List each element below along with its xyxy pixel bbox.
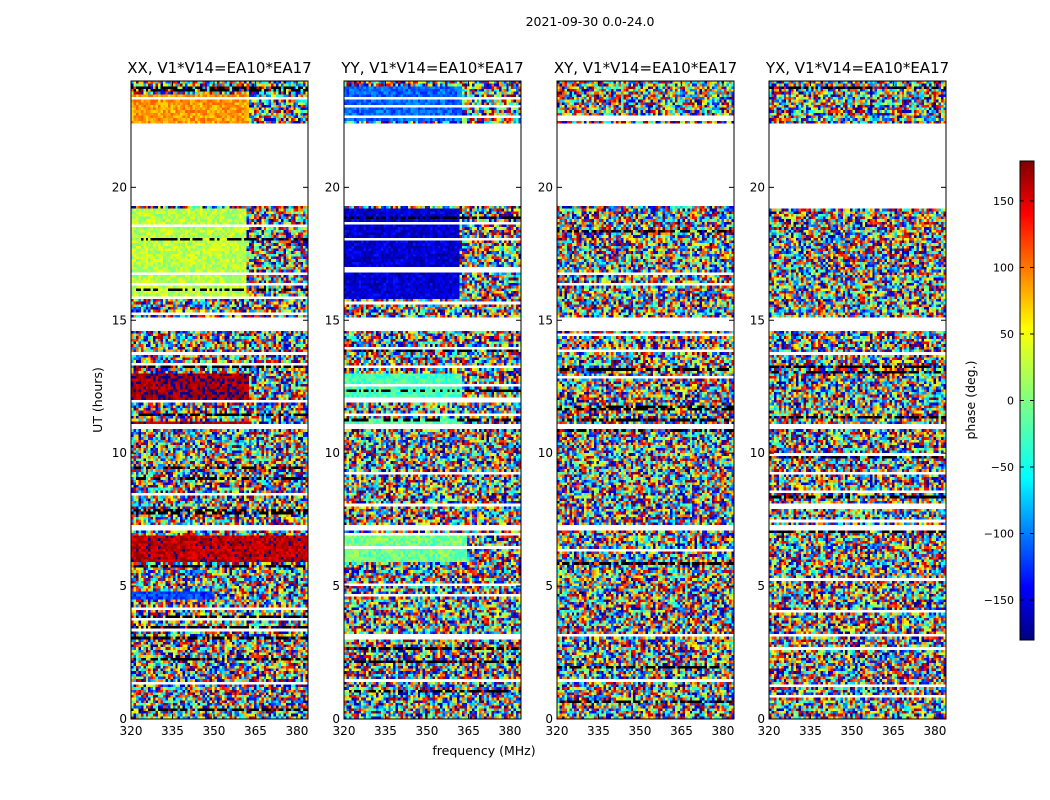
panel-3: XY, V1*V14=EA10*EA17 320 335 350 365 380 0 5 10 1… bbox=[538, 59, 737, 738]
x-tick-label: 335 bbox=[587, 724, 610, 738]
y-tick-label: 5 bbox=[545, 579, 553, 593]
colorbar-tick-label: 150 bbox=[993, 195, 1014, 208]
y-tick-label: 20 bbox=[750, 180, 765, 194]
colorbar-ticks: 150 100 50 0 −50 −100 −150 bbox=[984, 195, 1034, 607]
panel-title: XX, V1*V14=EA10*EA17 bbox=[127, 59, 311, 77]
x-tick-label: 365 bbox=[244, 724, 267, 738]
colorbar: 150 100 50 0 −50 −100 −150 phase (deg.) bbox=[963, 160, 1035, 641]
x-tick-label: 350 bbox=[629, 724, 652, 738]
y-tick-label: 20 bbox=[112, 180, 127, 194]
plot-frame bbox=[768, 80, 947, 720]
x-tick-label: 380 bbox=[285, 724, 308, 738]
y-tick-label: 15 bbox=[538, 313, 553, 327]
y-tick-label: 15 bbox=[325, 313, 340, 327]
y-axis-label: UT (hours) bbox=[90, 367, 105, 433]
panels: XX, V1*V14=EA10*EA17 320 335 350 365 380 0 5 10 1… bbox=[112, 59, 949, 738]
y-tick-label: 10 bbox=[750, 446, 765, 460]
x-tick-label: 350 bbox=[203, 724, 226, 738]
phase-heatmap bbox=[344, 81, 521, 719]
y-tick-label: 10 bbox=[538, 446, 553, 460]
panel-4: YX, V1*V14=EA10*EA17 320 335 350 365 380 0 5 10 1… bbox=[750, 59, 949, 738]
colorbar-tick-label: −150 bbox=[984, 594, 1014, 607]
y-tick-label: 10 bbox=[325, 446, 340, 460]
phase-heatmap bbox=[557, 81, 734, 719]
x-tick-label: 350 bbox=[841, 724, 864, 738]
x-tick-label: 320 bbox=[546, 724, 569, 738]
y-tick-label: 0 bbox=[757, 712, 765, 726]
y-tick-label: 20 bbox=[325, 180, 340, 194]
x-tick-label: 320 bbox=[120, 724, 143, 738]
x-tick-label: 380 bbox=[711, 724, 734, 738]
x-tick-label: 335 bbox=[161, 724, 184, 738]
y-tick-label: 0 bbox=[332, 712, 340, 726]
x-tick-label: 335 bbox=[799, 724, 822, 738]
y-tick-label: 10 bbox=[112, 446, 127, 460]
x-tick-label: 320 bbox=[758, 724, 781, 738]
plot-frame bbox=[130, 80, 309, 720]
panel-1: XX, V1*V14=EA10*EA17 320 335 350 365 380 0 5 10 1… bbox=[112, 59, 312, 738]
y-tick-label: 5 bbox=[757, 579, 765, 593]
colorbar-tick-label: −100 bbox=[984, 528, 1014, 541]
figure-suptitle: 2021-09-30 0.0-24.0 bbox=[526, 14, 655, 29]
y-tick-label: 0 bbox=[545, 712, 553, 726]
colorbar-tick-label: 0 bbox=[1007, 395, 1014, 408]
colorbar-tick-label: 100 bbox=[993, 261, 1014, 274]
colorbar-label: phase (deg.) bbox=[963, 361, 978, 440]
x-tick-label: 380 bbox=[923, 724, 946, 738]
y-tick-label: 15 bbox=[750, 313, 765, 327]
x-tick-label: 335 bbox=[374, 724, 397, 738]
y-tick-label: 5 bbox=[332, 579, 340, 593]
y-tick-label: 5 bbox=[119, 579, 127, 593]
y-tick-label: 0 bbox=[119, 712, 127, 726]
panel-2: YY, V1*V14=EA10*EA17 320 335 350 365 380 0 5 10 1… bbox=[325, 59, 524, 738]
plot-frame bbox=[556, 80, 735, 720]
colorbar-tick-label: 50 bbox=[1000, 328, 1014, 341]
x-tick-label: 365 bbox=[882, 724, 905, 738]
phase-heatmap bbox=[769, 81, 946, 719]
x-tick-label: 350 bbox=[416, 724, 439, 738]
phase-heatmap bbox=[131, 81, 308, 719]
panel-title: XY, V1*V14=EA10*EA17 bbox=[554, 59, 737, 77]
x-tick-label: 365 bbox=[670, 724, 693, 738]
y-tick-label: 15 bbox=[112, 313, 127, 327]
panel-title: YY, V1*V14=EA10*EA17 bbox=[340, 59, 523, 77]
x-tick-label: 380 bbox=[498, 724, 521, 738]
y-tick-label: 20 bbox=[538, 180, 553, 194]
panel-title: YX, V1*V14=EA10*EA17 bbox=[765, 59, 949, 77]
colorbar-tick-label: −50 bbox=[991, 461, 1014, 474]
x-tick-label: 365 bbox=[457, 724, 480, 738]
x-tick-label: 320 bbox=[333, 724, 356, 738]
plot-frame bbox=[343, 80, 522, 720]
x-axis-label: frequency (MHz) bbox=[432, 743, 535, 758]
